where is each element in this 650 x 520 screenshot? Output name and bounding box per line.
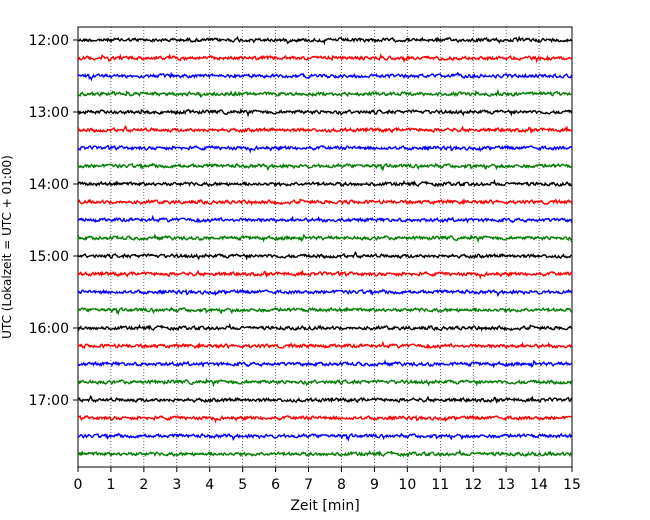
x-tick-label: 3 xyxy=(172,477,181,493)
seismogram-trace xyxy=(77,340,573,350)
x-tick-label: 14 xyxy=(530,477,548,493)
plot-frame xyxy=(77,26,573,468)
seismogram-trace xyxy=(77,233,573,244)
y-tick-label: 16:00 xyxy=(29,321,69,337)
seismogram-trace xyxy=(77,306,573,316)
seismogram-trace xyxy=(77,288,573,298)
seismogram-trace xyxy=(77,198,573,206)
x-tick-label: 1 xyxy=(106,477,115,493)
y-tick-label: 15:00 xyxy=(29,249,69,265)
seismogram-trace xyxy=(77,178,572,188)
x-tick-label: 11 xyxy=(431,477,449,493)
x-axis-label: Zeit [min] xyxy=(290,498,359,514)
y-axis: 12:00 13:00 14:00 15:00 16:00 17:00 xyxy=(29,33,78,409)
x-tick-label: 7 xyxy=(304,477,313,493)
seismogram-trace xyxy=(77,414,573,424)
x-tick-label: 10 xyxy=(398,477,416,493)
seismogram-trace xyxy=(77,394,573,405)
y-tick-label: 17:00 xyxy=(29,393,69,409)
seismogram-trace xyxy=(77,124,573,135)
seismogram-trace xyxy=(77,269,573,280)
x-tick-label: 12 xyxy=(464,477,482,493)
seismogram-trace xyxy=(77,144,573,154)
seismogram-trace xyxy=(77,432,573,442)
seismogram-trace xyxy=(77,162,573,172)
x-axis: 0 1 2 3 4 5 6 7 8 9 10 11 12 13 14 15 xyxy=(74,467,581,493)
y-tick-label: 13:00 xyxy=(29,105,69,121)
seismogram-trace xyxy=(77,377,572,388)
x-tick-label: 0 xyxy=(74,477,83,493)
seismogram-trace xyxy=(77,88,573,99)
y-tick-label: 14:00 xyxy=(29,177,69,193)
x-tick-label: 15 xyxy=(563,477,581,493)
seismogram-trace xyxy=(77,322,573,332)
x-tick-label: 6 xyxy=(271,477,280,493)
seismogram-trace xyxy=(77,251,573,261)
trace-layer xyxy=(77,35,573,458)
x-tick-label: 5 xyxy=(238,477,247,493)
y-axis-label: UTC (Lokalzeit = UTC + 01:00) xyxy=(0,155,14,339)
x-tick-label: 13 xyxy=(497,477,515,493)
y-tick-label: 12:00 xyxy=(29,33,69,49)
x-tick-label: 9 xyxy=(370,477,379,493)
seismogram-trace xyxy=(77,214,573,224)
seismogram-trace xyxy=(77,71,573,82)
seismogram-trace xyxy=(77,35,573,46)
seismogram-trace xyxy=(77,53,573,64)
grid-layer xyxy=(110,27,540,467)
x-tick-label: 2 xyxy=(139,477,148,493)
seismogram-trace xyxy=(77,448,572,458)
x-tick-label: 4 xyxy=(205,477,214,493)
x-tick-label: 8 xyxy=(337,477,346,493)
seismogram-trace xyxy=(77,107,573,118)
seismogram-trace xyxy=(77,359,573,369)
